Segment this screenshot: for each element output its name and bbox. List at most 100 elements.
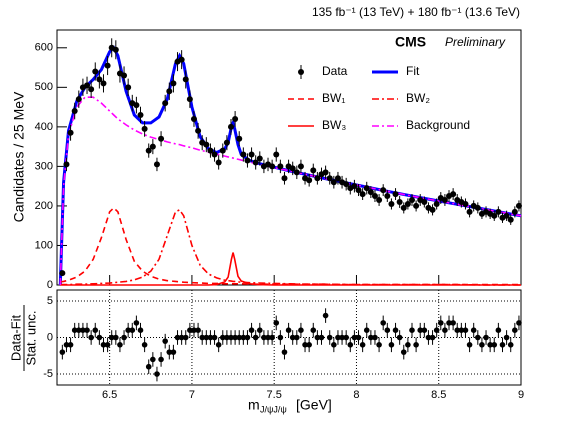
data-point xyxy=(474,204,481,211)
pull-point xyxy=(121,334,127,341)
data-point xyxy=(392,191,399,198)
data-point xyxy=(256,155,263,162)
legend-label: Background xyxy=(406,118,470,132)
y-tick-label: 600 xyxy=(35,42,53,54)
pull-point xyxy=(219,334,226,341)
pull-point xyxy=(331,342,337,348)
data-point xyxy=(215,159,222,166)
data-point xyxy=(100,80,107,87)
pull-point xyxy=(108,334,115,341)
pull-point xyxy=(228,334,234,341)
pull-point xyxy=(84,327,90,333)
data-point xyxy=(219,147,226,154)
y-tick-label: 500 xyxy=(35,81,53,93)
pull-point xyxy=(433,327,440,333)
pull-point xyxy=(462,327,469,333)
pull-point xyxy=(67,342,74,348)
pull-point xyxy=(298,327,304,333)
data-point xyxy=(223,139,230,146)
pull-point xyxy=(215,342,222,348)
data-point xyxy=(396,198,403,205)
pull-point xyxy=(100,342,107,348)
pull-point xyxy=(368,334,374,341)
pull-point xyxy=(141,342,148,348)
data-point xyxy=(207,147,214,154)
data-point xyxy=(441,197,448,203)
pull-point xyxy=(479,342,485,348)
data-point xyxy=(75,96,82,103)
pull-point xyxy=(125,327,131,333)
pull-point xyxy=(487,342,493,348)
data-point xyxy=(92,68,99,75)
data-point xyxy=(125,84,132,91)
pull-point xyxy=(166,349,173,355)
pull-point xyxy=(470,327,477,333)
data-point xyxy=(186,96,193,103)
pull-point xyxy=(191,327,197,333)
data-point xyxy=(355,187,362,194)
experiment: CMS xyxy=(395,34,426,50)
data-point xyxy=(269,163,276,170)
pull-point xyxy=(306,342,312,348)
data-point xyxy=(326,175,333,182)
pull-point xyxy=(80,327,86,333)
data-point xyxy=(63,161,70,168)
data-point xyxy=(153,161,160,168)
data-point xyxy=(400,204,407,211)
pull-point xyxy=(495,327,502,333)
data-point xyxy=(281,175,288,182)
pull-point xyxy=(178,334,185,341)
data-point xyxy=(84,82,91,89)
pull-point xyxy=(425,334,432,341)
pull-point xyxy=(248,327,255,333)
pull-point xyxy=(182,334,189,341)
pull-point xyxy=(174,334,181,341)
pull-point xyxy=(400,349,407,355)
data-point xyxy=(162,100,169,107)
data-point xyxy=(71,108,78,115)
pull-point xyxy=(392,327,399,333)
data-point xyxy=(182,76,189,83)
data-point xyxy=(59,270,66,277)
pull-point xyxy=(104,342,111,348)
plot-frame xyxy=(56,29,522,286)
data-point xyxy=(158,135,165,142)
fit-curve xyxy=(60,252,521,286)
pull-point xyxy=(294,334,300,341)
pull-point xyxy=(466,342,473,348)
data-point xyxy=(380,187,387,194)
pull-point xyxy=(59,349,66,355)
data-point xyxy=(330,179,337,186)
pull-tick-label: -5 xyxy=(43,368,53,380)
pull-point xyxy=(343,334,349,341)
data-point xyxy=(170,80,177,87)
x-tick-label: 8.5 xyxy=(431,389,446,401)
pull-point xyxy=(285,327,292,333)
fit-curve xyxy=(60,206,521,286)
data-point xyxy=(67,129,74,136)
pull-point xyxy=(244,334,251,341)
pull-point xyxy=(326,334,333,341)
data-point xyxy=(112,46,119,53)
pull-point xyxy=(454,327,461,333)
pull-point xyxy=(491,342,498,348)
pull-point xyxy=(256,327,263,333)
pull-point xyxy=(318,334,325,341)
y-tick-label: 0 xyxy=(47,279,53,291)
pull-point xyxy=(499,342,506,348)
pull-point xyxy=(71,327,78,333)
data-point xyxy=(371,193,378,200)
data-point xyxy=(293,169,300,176)
data-point xyxy=(137,112,144,118)
status: Preliminary xyxy=(445,35,506,49)
pull-point xyxy=(187,327,193,333)
pull-point xyxy=(63,342,70,348)
y-tick-label: 200 xyxy=(35,200,53,212)
data-point xyxy=(211,151,218,158)
data-point xyxy=(145,147,152,154)
pull-point xyxy=(281,349,288,355)
legend-label: Fit xyxy=(406,64,420,78)
pull-point xyxy=(310,327,317,333)
data-point xyxy=(491,212,498,219)
